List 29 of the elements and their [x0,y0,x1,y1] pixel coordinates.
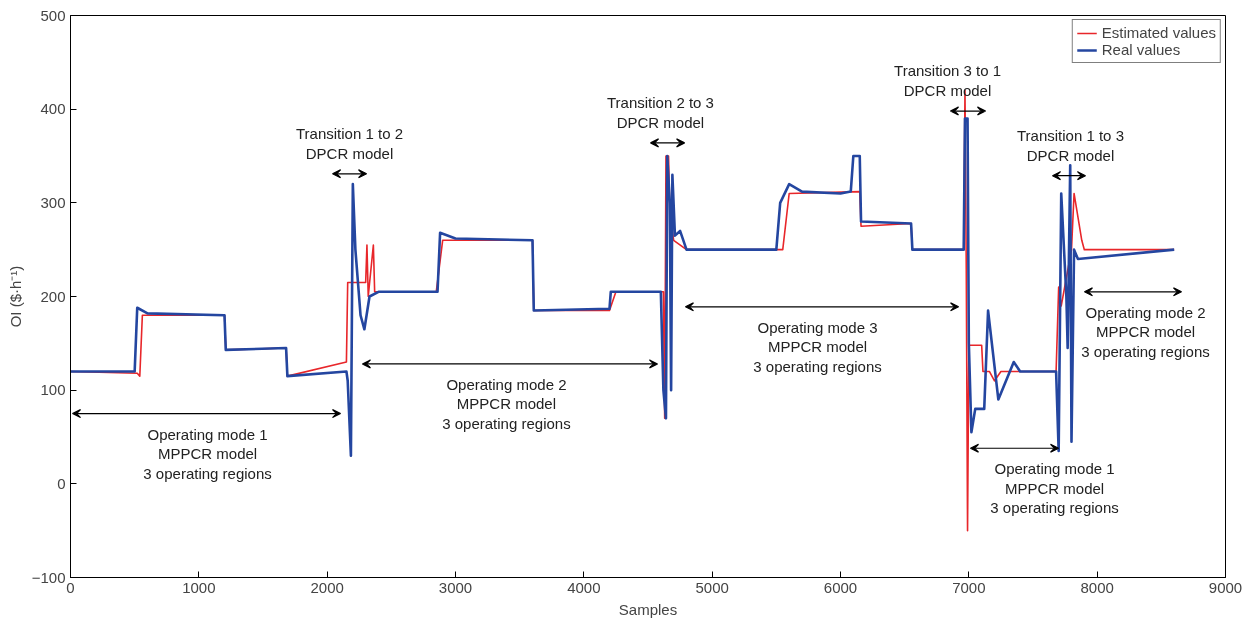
annotation: Operating mode 2 MPPCR model 3 operating regions [1081,303,1210,360]
y-tick-label: −100 [31,568,66,586]
x-axis-title: Samples [618,600,678,618]
x-tick-label: 4000 [567,578,601,596]
annotation: Operating mode 3 MPPCR model 3 operating regions [753,318,882,375]
annotation: Transition 3 to 1 DPCR model [894,62,1002,100]
annotation: Operating mode 1 MPPCR model 3 operating regions [143,425,272,482]
annotation: Operating mode 2 MPPCR model 3 operating regions [442,375,571,433]
x-tick-label: 2000 [310,578,344,596]
x-tick-label: 7000 [952,578,986,596]
legend-label: Real values [1101,41,1181,58]
y-tick-label: 0 [57,474,66,492]
y-tick-label: 300 [40,193,66,211]
annotation: Transition 1 to 3 DPCR model [1016,127,1124,164]
x-tick-label: 3000 [438,578,473,596]
y-tick-label: 500 [40,6,66,24]
x-tick-label: 1000 [182,578,216,596]
x-tick-label: 5000 [695,578,729,596]
x-tick-label: 9000 [1208,578,1243,596]
x-tick-label: 8000 [1080,578,1114,596]
y-axis-title: OI ($·h⁻¹) [6,265,24,328]
legend-label: Estimated values [1101,24,1216,41]
y-tick-label: 400 [40,100,66,118]
annotation: Transition 1 to 2 DPCR model [296,125,403,162]
y-tick-label: 200 [40,287,66,305]
y-tick-label: 100 [40,381,66,399]
x-tick-label: 6000 [823,578,858,596]
annotation: Transition 2 to 3 DPCR model [606,94,714,131]
annotation: Operating mode 1 MPPCR model 3 operating regions [990,460,1119,517]
